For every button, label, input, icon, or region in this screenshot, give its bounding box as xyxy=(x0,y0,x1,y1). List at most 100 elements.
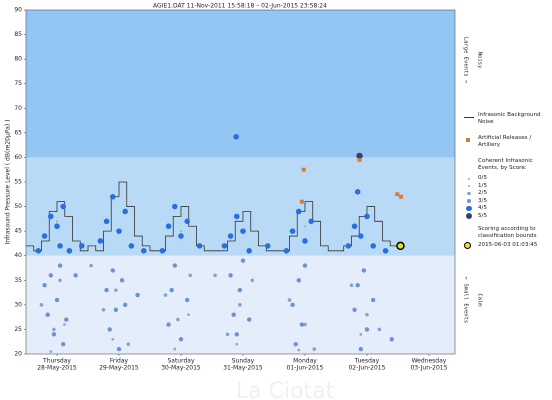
x-tick-date: 29-May-2015 xyxy=(99,365,139,372)
event-point xyxy=(246,248,252,254)
event-point xyxy=(78,243,85,249)
event-point xyxy=(165,223,172,230)
event-point xyxy=(246,317,252,322)
event-point xyxy=(302,263,308,268)
event-point xyxy=(303,322,307,327)
event-point xyxy=(63,323,66,326)
legend-label: Coherent Infrasonic Events, by Score: xyxy=(478,158,533,171)
y-tick-label: 50 xyxy=(14,203,22,210)
event-point xyxy=(365,312,369,317)
x-tick-label: Monday xyxy=(293,358,317,365)
event-point xyxy=(176,317,180,322)
event-point xyxy=(64,317,69,322)
event-point xyxy=(345,243,352,249)
legend-item: Scoring according to classification boun… xyxy=(464,226,550,240)
legend-label: 3/5 xyxy=(478,197,488,204)
legend-item: 0/5 xyxy=(464,175,550,183)
event-point xyxy=(359,332,363,336)
x-tick-date: 31-May-2015 xyxy=(223,365,263,372)
event-point xyxy=(60,341,66,347)
event-point xyxy=(57,243,63,249)
event-point xyxy=(308,218,314,225)
event-point xyxy=(122,302,128,308)
x-tick-date: 30-May-2015 xyxy=(161,365,201,372)
legend-label: 5/5 xyxy=(478,212,488,219)
event-point xyxy=(240,258,246,263)
y-axis-label: Infrasound Pressure Level ( dB(re20µPa) … xyxy=(5,120,12,245)
legend-swatch xyxy=(468,177,470,180)
event-point xyxy=(111,337,115,341)
y-tick-label: 55 xyxy=(14,179,22,186)
y-tick-label: 45 xyxy=(14,228,22,235)
event-point xyxy=(184,218,190,225)
legend-item: Infrasonic Background Noise xyxy=(464,112,550,126)
event-point xyxy=(303,225,306,228)
event-point xyxy=(116,346,122,352)
y-tick-label: 25 xyxy=(14,326,22,333)
x-tick-date: 02-Jun-2015 xyxy=(348,365,385,372)
x-tick-label: Sunday xyxy=(232,358,255,365)
event-point xyxy=(293,341,298,347)
event-point xyxy=(377,327,382,332)
artillery-point xyxy=(301,167,306,172)
event-point xyxy=(364,213,370,220)
legend-swatch xyxy=(464,242,471,249)
event-point xyxy=(110,268,115,273)
x-tick-date: 28-May-2015 xyxy=(37,365,77,372)
event-point xyxy=(109,193,116,200)
noise-line xyxy=(26,181,398,252)
highlight-point xyxy=(396,241,405,251)
legend-swatch xyxy=(467,184,471,188)
event-point xyxy=(113,307,119,312)
side-label: Calm xyxy=(477,293,483,307)
event-point xyxy=(188,273,193,278)
y-tick-label: 70 xyxy=(14,105,22,112)
y-tick-label: 80 xyxy=(14,56,22,63)
legend-swatch xyxy=(466,138,470,142)
event-point xyxy=(166,322,171,327)
event-point xyxy=(221,243,228,249)
event-point xyxy=(299,322,305,327)
event-point xyxy=(48,273,53,278)
x-tick-label: Friday xyxy=(110,358,129,365)
event-point xyxy=(179,230,182,233)
legend-label: Scoring according to classification boun… xyxy=(478,226,537,239)
event-point xyxy=(178,337,184,342)
event-point xyxy=(89,263,93,268)
event-point xyxy=(351,223,358,230)
event-point xyxy=(73,273,78,278)
event-point xyxy=(55,220,58,223)
event-point xyxy=(39,303,44,307)
event-point xyxy=(354,189,361,195)
event-point xyxy=(370,297,376,303)
event-point xyxy=(135,292,140,298)
event-point xyxy=(227,233,234,239)
legend-label: Infrasonic Background Noise xyxy=(478,112,541,125)
event-point xyxy=(163,293,168,297)
legend-item: 1/5 xyxy=(464,183,550,191)
legend-item: Artificial Releases / Artillery xyxy=(464,135,550,149)
event-point xyxy=(57,263,63,268)
event-point xyxy=(364,327,370,332)
legend-heading: Coherent Infrasonic Events, by Score: xyxy=(464,158,550,172)
event-point xyxy=(238,303,242,307)
band xyxy=(26,10,455,158)
event-point xyxy=(355,283,360,288)
event-point xyxy=(54,223,60,230)
event-point xyxy=(119,278,125,283)
event-point xyxy=(49,350,53,353)
event-point xyxy=(107,327,112,332)
event-point xyxy=(51,332,57,337)
y-tick-label: 75 xyxy=(14,80,22,87)
legend-item: 2/5 xyxy=(464,190,550,198)
event-point xyxy=(356,152,363,160)
event-point xyxy=(290,302,295,308)
event-point xyxy=(114,288,118,292)
event-point xyxy=(231,312,236,317)
event-point xyxy=(228,273,233,278)
event-point xyxy=(104,287,109,293)
event-point xyxy=(101,307,106,312)
event-point xyxy=(184,297,190,303)
event-point xyxy=(234,332,239,337)
